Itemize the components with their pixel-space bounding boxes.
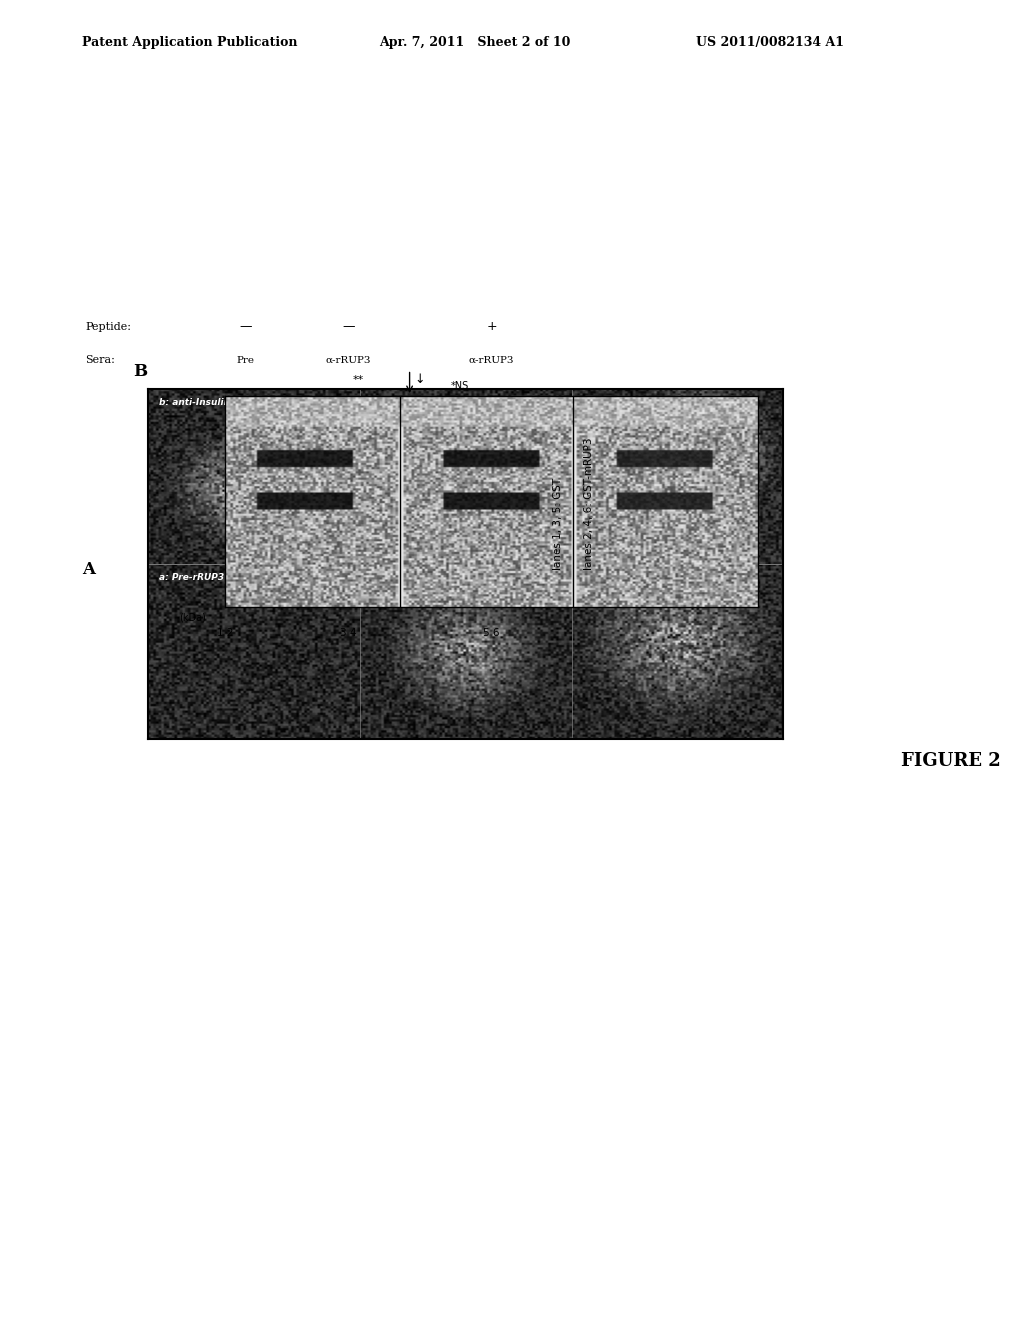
Text: US 2011/0082134 A1: US 2011/0082134 A1 [696, 36, 845, 49]
Text: a: Pre-rRUP3: a: Pre-rRUP3 [159, 573, 224, 582]
Text: e: anti-rRUP3: e: anti-rRUP3 [583, 573, 650, 582]
Text: α-rRUP3: α-rRUP3 [326, 356, 371, 366]
Text: —: — [240, 319, 252, 333]
Text: 3 4: 3 4 [340, 628, 356, 639]
Text: f: anti-glucagon: f: anti-glucagon [583, 399, 664, 407]
Text: **: ** [353, 375, 364, 385]
Text: A: A [82, 561, 95, 578]
Text: lanes 1, 3, 5: GST: lanes 1, 3, 5: GST [553, 478, 563, 570]
Text: α-rRUP3: α-rRUP3 [469, 356, 514, 366]
Text: (kDa): (kDa) [179, 612, 206, 623]
Text: 1 2: 1 2 [217, 628, 233, 639]
Text: b: anti-Insulin: b: anti-Insulin [159, 399, 230, 407]
Text: Peptide:: Peptide: [85, 322, 131, 333]
Text: Sera:: Sera: [85, 355, 115, 366]
Text: d: anti-Insulin: d: anti-Insulin [371, 399, 441, 407]
Text: —: — [342, 319, 354, 333]
Text: *NS: *NS [451, 381, 469, 392]
Text: Apr. 7, 2011   Sheet 2 of 10: Apr. 7, 2011 Sheet 2 of 10 [379, 36, 570, 49]
Text: +: + [486, 319, 497, 333]
Text: lanes 2, 4, 6: GST-mRUP3: lanes 2, 4, 6: GST-mRUP3 [584, 437, 594, 570]
Text: B: B [133, 363, 147, 380]
Text: ↓: ↓ [415, 372, 425, 385]
Text: FIGURE 2: FIGURE 2 [901, 751, 1000, 770]
Text: c: anti-rRUP3: c: anti-rRUP3 [371, 573, 438, 582]
Text: Patent Application Publication: Patent Application Publication [82, 36, 297, 49]
Text: 5 6: 5 6 [483, 628, 500, 639]
Text: Pre: Pre [237, 356, 255, 366]
